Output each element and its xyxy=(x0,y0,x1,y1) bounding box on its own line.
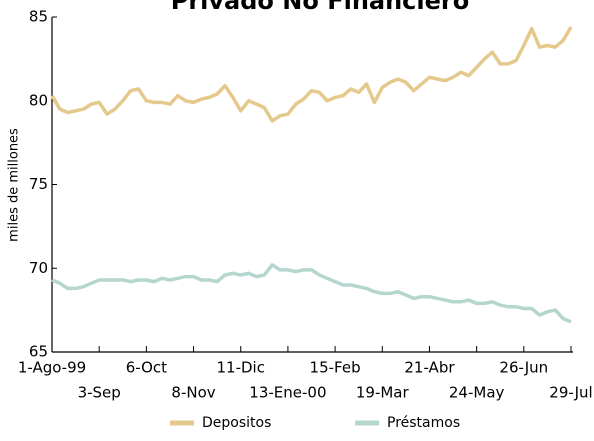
series-line xyxy=(50,26,573,123)
x-tick-label: 21-Abr xyxy=(404,359,455,377)
chart-title: Privado No Financiero xyxy=(171,0,470,15)
x-tick-label: 1-Ago-99 xyxy=(18,359,86,377)
x-tick-label: 11-Dic xyxy=(216,359,264,377)
x-tick-label: 29-Jul xyxy=(549,384,592,402)
legend-label: Préstamos xyxy=(387,415,460,431)
x-tick-label: 3-Sep xyxy=(78,384,121,402)
y-tick-label: 65 xyxy=(29,343,48,361)
x-tick-label: 15-Feb xyxy=(310,359,361,377)
x-tick-label: 19-Mar xyxy=(356,384,410,402)
x-tick-label: 13-Ene-00 xyxy=(249,384,326,402)
y-tick-label: 70 xyxy=(29,259,48,277)
legend-label: Depositos xyxy=(202,415,271,431)
x-tick-label: 6-Oct xyxy=(126,359,167,377)
y-tick-label: 85 xyxy=(29,8,48,26)
x-tick-label: 24-May xyxy=(449,384,505,402)
x-tick-label: 8-Nov xyxy=(171,384,215,402)
x-tick-label: 26-Jun xyxy=(499,359,548,377)
series-line xyxy=(51,263,572,324)
y-tick-label: 80 xyxy=(29,91,48,109)
y-axis-label: miles de millones xyxy=(7,128,22,242)
y-tick-label: 75 xyxy=(29,175,48,193)
